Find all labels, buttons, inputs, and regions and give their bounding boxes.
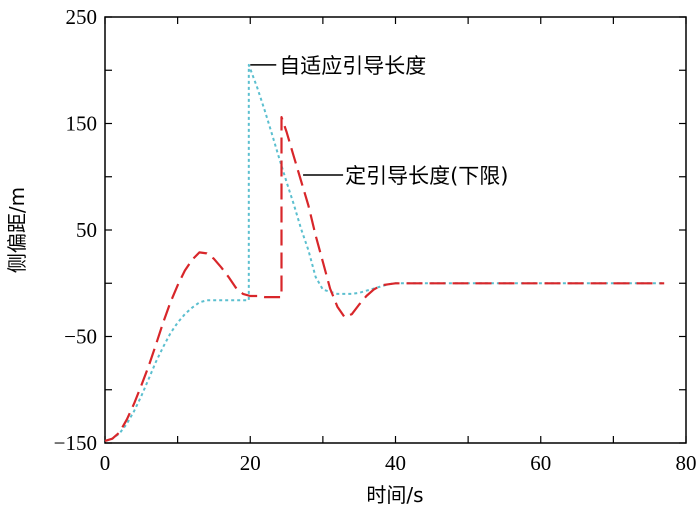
axis-ticks [104, 16, 687, 444]
y-tick-label: −50 [64, 325, 97, 349]
annotation-label-1: 自适应引导长度 [279, 54, 426, 78]
x-axis-title: 时间/s [366, 483, 423, 507]
y-tick-label: 250 [66, 5, 98, 29]
y-tick-labels: −150 −50 50 150 250 [54, 5, 97, 455]
series-line-1 [104, 63, 665, 442]
y-tick-label: 150 [66, 112, 98, 136]
x-tick-label: 60 [530, 451, 551, 475]
x-tick-label: 20 [240, 451, 261, 475]
x-tick-label: 80 [676, 451, 697, 475]
y-tick-label: 50 [76, 218, 97, 242]
x-tick-label: 40 [385, 451, 406, 475]
plot-frame [104, 16, 687, 444]
annotation-label-2: 定引导长度(下限) [345, 164, 508, 188]
x-tick-labels: 0 20 40 60 80 [100, 451, 697, 475]
series-line-2 [104, 115, 665, 442]
y-axis-title: 侧偏距/m [5, 187, 29, 273]
x-tick-label: 0 [100, 451, 111, 475]
series-layer [104, 63, 665, 442]
y-tick-label: −150 [54, 431, 97, 455]
